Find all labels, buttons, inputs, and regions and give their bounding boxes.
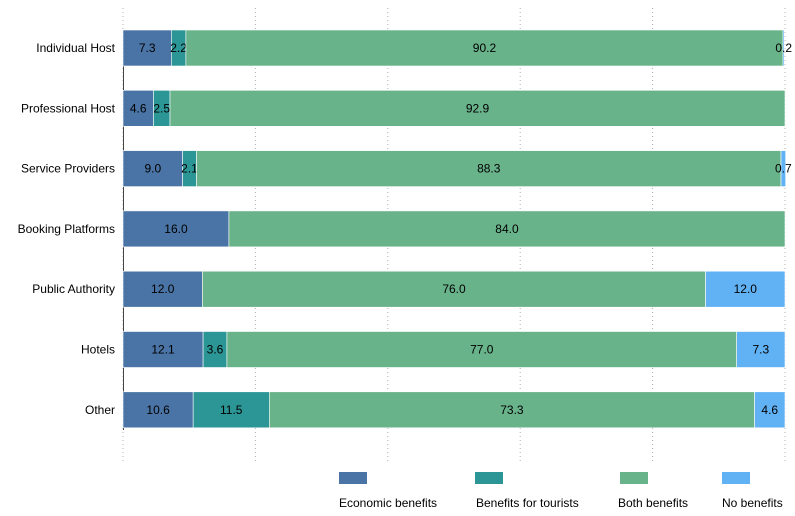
data-label-public-authority-both-benefits: 76.0 [442, 282, 466, 296]
bar-booking-platforms-both-benefits [228, 210, 786, 248]
category-label-public-authority: Public Authority [32, 282, 115, 296]
data-label-booking-platforms-economic-benefits: 16.0 [164, 222, 188, 236]
data-label-individual-host-no-benefits: 0.2 [775, 41, 792, 55]
legend-swatch-no-benefits [722, 472, 750, 484]
legend-swatch-benefits-for-tourists [475, 472, 503, 484]
category-label-professional-host: Professional Host [21, 101, 116, 115]
data-label-service-providers-benefits-for-tourists: 2.1 [181, 162, 198, 176]
data-label-professional-host-economic-benefits: 4.6 [130, 101, 147, 115]
category-label-individual-host: Individual Host [36, 41, 115, 55]
category-label-other: Other [85, 403, 115, 417]
data-label-service-providers-no-benefits: 0.7 [775, 162, 792, 176]
bar-other-no-benefits [754, 391, 786, 429]
bar-individual-host-no-benefits [782, 29, 785, 67]
data-label-individual-host-economic-benefits: 7.3 [139, 41, 156, 55]
bar-other-benefits-for-tourists [192, 391, 270, 429]
bar-service-providers-economic-benefits [122, 150, 183, 187]
legend-label-benefits-for-tourists: Benefits for tourists [476, 496, 579, 510]
data-label-individual-host-benefits-for-tourists: 2.2 [170, 41, 187, 55]
legend-label-no-benefits: No benefits [722, 496, 783, 510]
data-label-hotels-no-benefits: 7.3 [752, 343, 769, 357]
bar-public-authority-economic-benefits [122, 270, 203, 308]
data-label-hotels-both-benefits: 77.0 [470, 343, 494, 357]
bar-hotels-no-benefits [736, 331, 786, 368]
category-label-service-providers: Service Providers [21, 162, 115, 176]
legend-label-economic-benefits: Economic benefits [339, 496, 437, 510]
category-label-hotels: Hotels [81, 343, 115, 357]
data-label-professional-host-both-benefits: 92.9 [466, 101, 490, 115]
data-label-service-providers-both-benefits: 88.3 [477, 162, 501, 176]
bar-professional-host-economic-benefits [122, 90, 154, 127]
bar-public-authority-no-benefits [705, 270, 786, 308]
bar-professional-host-both-benefits [169, 90, 786, 127]
bar-other-both-benefits [269, 391, 755, 429]
data-label-hotels-benefits-for-tourists: 3.6 [207, 343, 224, 357]
bars: 7.3 2.2 90.2 0.2 4.6 2.5 92.9 9.0 2.1 88.3 0.7 16.0… [122, 29, 792, 429]
data-label-public-authority-economic-benefits: 12.0 [151, 282, 175, 296]
bar-service-providers-both-benefits [196, 150, 782, 187]
data-label-other-both-benefits: 73.3 [500, 403, 524, 417]
data-label-hotels-economic-benefits: 12.1 [151, 343, 175, 357]
data-label-other-economic-benefits: 10.6 [146, 403, 170, 417]
bar-hotels-both-benefits [226, 331, 737, 368]
bar-individual-host-both-benefits [185, 29, 784, 67]
legend-swatch-both-benefits [620, 472, 648, 484]
legend-swatch-economic-benefits [339, 472, 367, 484]
bar-other-economic-benefits [122, 391, 194, 429]
data-label-professional-host-benefits-for-tourists: 2.5 [153, 101, 170, 115]
data-label-other-no-benefits: 4.6 [761, 403, 778, 417]
data-label-service-providers-economic-benefits: 9.0 [144, 162, 161, 176]
bar-booking-platforms-economic-benefits [122, 210, 230, 248]
bar-service-providers-no-benefits [780, 150, 786, 187]
bar-hotels-economic-benefits [122, 331, 204, 368]
category-labels: Individual Host Professional Host Service … [18, 41, 116, 417]
legend: Economic benefits Benefits for tourists Bo… [339, 472, 783, 510]
bar-public-authority-both-benefits [202, 270, 706, 308]
legend-label-both-benefits: Both benefits [618, 496, 688, 510]
data-label-individual-host-both-benefits: 90.2 [473, 41, 497, 55]
data-label-public-authority-no-benefits: 12.0 [734, 282, 758, 296]
data-label-other-benefits-for-tourists: 11.5 [220, 403, 243, 417]
data-label-booking-platforms-both-benefits: 84.0 [495, 222, 519, 236]
category-label-booking-platforms: Booking Platforms [18, 222, 115, 236]
